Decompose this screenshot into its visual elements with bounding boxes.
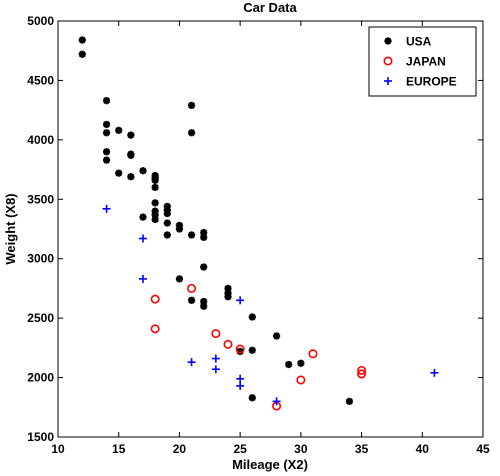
x-tick-label: 15 bbox=[112, 442, 126, 456]
data-point-europe bbox=[236, 296, 245, 305]
data-point-usa bbox=[78, 36, 86, 44]
data-point-europe bbox=[139, 234, 147, 243]
data-point-usa bbox=[175, 225, 184, 233]
data-point-usa bbox=[115, 126, 123, 134]
data-point-usa bbox=[187, 231, 196, 239]
data-point-usa bbox=[187, 129, 196, 137]
data-point-usa bbox=[200, 302, 208, 310]
data-point-japan bbox=[357, 369, 367, 379]
data-point-usa bbox=[200, 233, 208, 241]
y-tick-label: 5000 bbox=[27, 14, 54, 28]
data-point-europe bbox=[102, 204, 111, 213]
legend-marker-japan bbox=[383, 56, 393, 66]
data-point-usa bbox=[127, 131, 135, 139]
data-point-europe bbox=[187, 358, 196, 367]
data-point-usa bbox=[102, 129, 111, 137]
x-tick-label: 10 bbox=[51, 442, 65, 456]
data-point-usa bbox=[200, 263, 208, 271]
legend-label-europe: EUROPE bbox=[406, 75, 457, 89]
data-point-usa bbox=[163, 209, 171, 218]
data-point-usa bbox=[187, 101, 196, 109]
data-point-japan bbox=[211, 329, 221, 339]
x-tick-label: 35 bbox=[355, 442, 369, 456]
data-point-usa bbox=[115, 169, 123, 177]
data-point-europe bbox=[139, 274, 147, 283]
data-point-usa bbox=[224, 293, 232, 301]
data-point-europe bbox=[211, 354, 220, 363]
x-tick-label: 20 bbox=[173, 442, 187, 456]
axis-ticks: 10 15 20 25 30 35 40 45 1500 2000 2500 3000 3500 4000… bbox=[27, 14, 490, 456]
data-point-usa bbox=[248, 313, 256, 321]
data-point-usa bbox=[175, 275, 184, 283]
series-japan bbox=[150, 283, 367, 411]
y-tick-label: 3500 bbox=[27, 192, 54, 206]
data-point-usa bbox=[285, 360, 293, 369]
data-point-usa bbox=[139, 213, 147, 221]
y-tick-label: 2000 bbox=[27, 371, 54, 385]
legend-label-japan: JAPAN bbox=[406, 55, 446, 69]
data-point-japan bbox=[308, 349, 318, 359]
x-tick-label: 30 bbox=[294, 442, 308, 456]
data-point-usa bbox=[139, 167, 147, 175]
x-axis-label: Mileage (X2) bbox=[232, 457, 308, 472]
y-tick-label: 4000 bbox=[27, 133, 54, 147]
data-point-usa bbox=[151, 215, 159, 224]
data-point-usa bbox=[248, 346, 256, 354]
data-point-usa bbox=[151, 176, 159, 184]
data-point-usa bbox=[78, 50, 86, 58]
x-tick-label: 25 bbox=[233, 442, 247, 456]
data-point-japan bbox=[357, 365, 367, 375]
data-point-usa bbox=[127, 151, 135, 159]
y-tick-label: 4500 bbox=[27, 73, 54, 87]
data-point-usa bbox=[102, 97, 111, 105]
data-point-usa bbox=[345, 397, 354, 405]
data-point-japan bbox=[150, 324, 160, 334]
data-point-usa bbox=[297, 359, 305, 367]
data-point-usa bbox=[102, 156, 111, 164]
data-point-usa bbox=[151, 183, 159, 191]
x-tick-label: 45 bbox=[476, 442, 490, 456]
legend-marker-europe bbox=[384, 77, 392, 85]
series-usa bbox=[78, 36, 354, 405]
data-point-usa bbox=[163, 231, 171, 239]
data-point-japan bbox=[296, 375, 306, 385]
data-point-europe bbox=[211, 365, 220, 374]
data-point-europe bbox=[236, 374, 245, 383]
data-point-japan bbox=[150, 294, 160, 304]
data-point-japan bbox=[235, 344, 245, 354]
data-point-usa bbox=[163, 219, 171, 227]
data-point-europe bbox=[430, 368, 439, 377]
series-europe bbox=[102, 204, 439, 406]
data-markers bbox=[78, 36, 439, 411]
data-point-japan bbox=[187, 283, 197, 293]
data-point-usa bbox=[151, 199, 159, 207]
data-point-japan bbox=[223, 339, 233, 349]
data-point-usa bbox=[127, 173, 135, 181]
chart-title: Car Data bbox=[243, 0, 297, 15]
y-axis-label: Weight (X8) bbox=[3, 193, 18, 264]
data-point-usa bbox=[248, 394, 256, 402]
data-point-usa bbox=[102, 120, 111, 129]
data-point-usa bbox=[272, 332, 281, 340]
data-point-usa bbox=[102, 148, 111, 156]
y-tick-label: 2500 bbox=[27, 311, 54, 325]
legend: USA JAPAN EUROPE bbox=[368, 26, 477, 97]
data-point-europe bbox=[236, 381, 245, 390]
y-tick-label: 1500 bbox=[27, 430, 54, 444]
legend-label-usa: USA bbox=[406, 35, 432, 49]
legend-marker-usa bbox=[384, 37, 392, 45]
data-point-usa bbox=[187, 296, 196, 304]
data-point-europe bbox=[272, 397, 281, 406]
y-tick-label: 3000 bbox=[27, 252, 54, 266]
x-tick-label: 40 bbox=[416, 442, 430, 456]
